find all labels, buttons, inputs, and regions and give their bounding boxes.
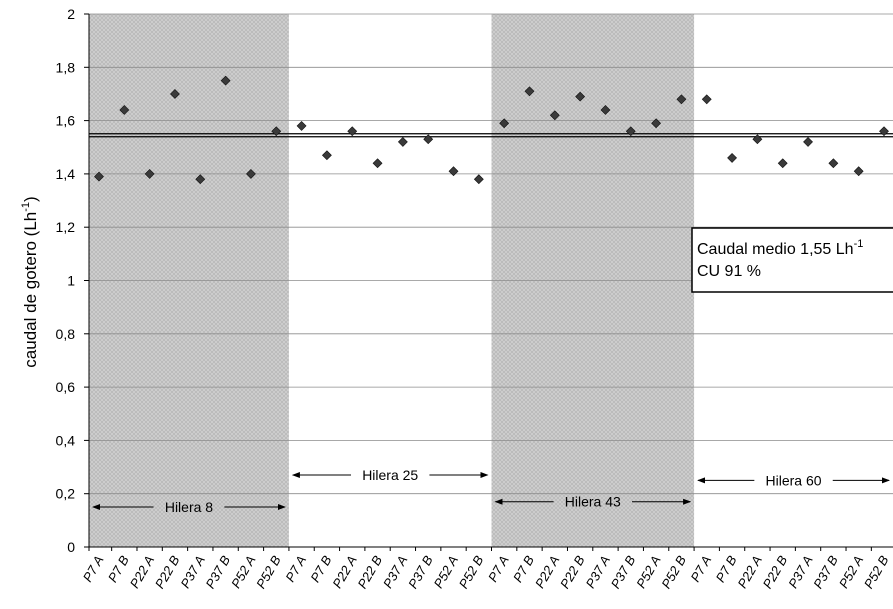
group-label: Hilera 8 xyxy=(165,499,213,515)
data-point xyxy=(701,94,712,105)
data-point xyxy=(499,118,510,129)
data-point xyxy=(271,126,282,137)
x-tick-label: P37 B xyxy=(608,553,639,591)
x-tick-label: P22 B xyxy=(354,553,385,591)
x-tick-label: P52 B xyxy=(253,553,284,591)
group-label: Hilera 43 xyxy=(565,494,621,510)
data-point xyxy=(94,171,104,182)
group-label: Hilera 25 xyxy=(362,467,418,483)
data-point xyxy=(195,174,206,185)
data-point xyxy=(828,158,839,169)
x-tick-label: P7 A xyxy=(688,553,715,584)
data-point xyxy=(448,166,459,177)
data-point xyxy=(853,166,864,177)
data-point xyxy=(803,136,813,147)
data-point xyxy=(651,118,662,129)
y-tick-label: 0,2 xyxy=(56,486,76,502)
data-point xyxy=(625,126,636,137)
y-axis-title: caudal de gotero (Lh-1) xyxy=(20,196,40,367)
data-point xyxy=(296,121,307,131)
x-tick-label: P37 B xyxy=(203,553,234,591)
x-tick-label: P37 B xyxy=(405,553,436,591)
y-axis-title-main: caudal de gotero (Lh xyxy=(21,212,40,368)
data-point xyxy=(752,134,763,145)
x-tick-label: P22 B xyxy=(152,553,183,591)
info-box: Caudal medio 1,55 Lh-1 CU 91 % xyxy=(691,227,893,293)
data-point xyxy=(727,152,737,163)
x-tick-label: P7 A xyxy=(485,553,512,584)
data-point xyxy=(347,126,358,137)
data-point xyxy=(473,174,484,185)
data-point xyxy=(220,75,231,86)
data-points xyxy=(94,75,889,185)
y-tick-label: 1,2 xyxy=(56,219,76,235)
data-point xyxy=(676,94,687,105)
info-box-line1-main: Caudal medio 1,55 Lh xyxy=(697,241,854,258)
info-box-line2: CU 91 % xyxy=(697,263,761,280)
data-point xyxy=(575,91,586,102)
data-point xyxy=(524,86,535,97)
x-tick-label: P52 B xyxy=(861,553,892,591)
data-point xyxy=(397,136,408,147)
info-box-line1: Caudal medio 1,55 Lh-1 xyxy=(697,238,863,258)
group-annotations: Hilera 8 Hilera 25 Hilera 43 Hilera 60 xyxy=(92,467,890,515)
y-tick-label: 1 xyxy=(67,273,75,289)
data-point xyxy=(423,134,434,145)
data-point xyxy=(119,105,130,115)
x-tick-label: P22 B xyxy=(760,553,791,591)
y-tick-label: 1,6 xyxy=(56,113,76,129)
x-tick-label: P52 B xyxy=(658,553,689,591)
data-point xyxy=(321,150,332,161)
y-tick-label: 2 xyxy=(67,6,75,22)
x-tick-label: P37 B xyxy=(810,553,841,591)
y-tick-labels: 0 0,2 0,4 0,6 0,8 1 1,2 1,4 1,6 1,8 2 xyxy=(56,6,89,555)
info-box-line1-sup: -1 xyxy=(854,238,864,250)
group-label: Hilera 60 xyxy=(766,472,822,488)
y-tick-label: 1,8 xyxy=(56,59,76,75)
y-tick-label: 0,4 xyxy=(56,432,76,448)
y-tick-label: 0,6 xyxy=(56,379,76,395)
x-tick-label: P7 A xyxy=(80,553,107,584)
info-box-frame xyxy=(691,227,893,293)
data-point xyxy=(170,89,180,99)
data-point xyxy=(144,168,155,179)
data-point xyxy=(549,110,560,121)
y-tick-label: 1,4 xyxy=(56,166,76,182)
x-tick-label: P7 A xyxy=(282,553,309,584)
data-point xyxy=(600,105,611,115)
x-tick-label: P52 B xyxy=(456,553,487,591)
gridlines xyxy=(89,13,893,495)
y-axis-title-end: ) xyxy=(21,196,40,202)
y-tick-label: 0 xyxy=(67,539,75,555)
x-tick-label: P22 B xyxy=(557,553,588,591)
data-point xyxy=(777,158,788,169)
data-point xyxy=(246,168,256,179)
data-point xyxy=(372,158,383,169)
y-tick-label: 0,8 xyxy=(56,326,76,342)
y-axis-title-sup: -1 xyxy=(20,202,32,212)
data-point xyxy=(879,126,889,137)
